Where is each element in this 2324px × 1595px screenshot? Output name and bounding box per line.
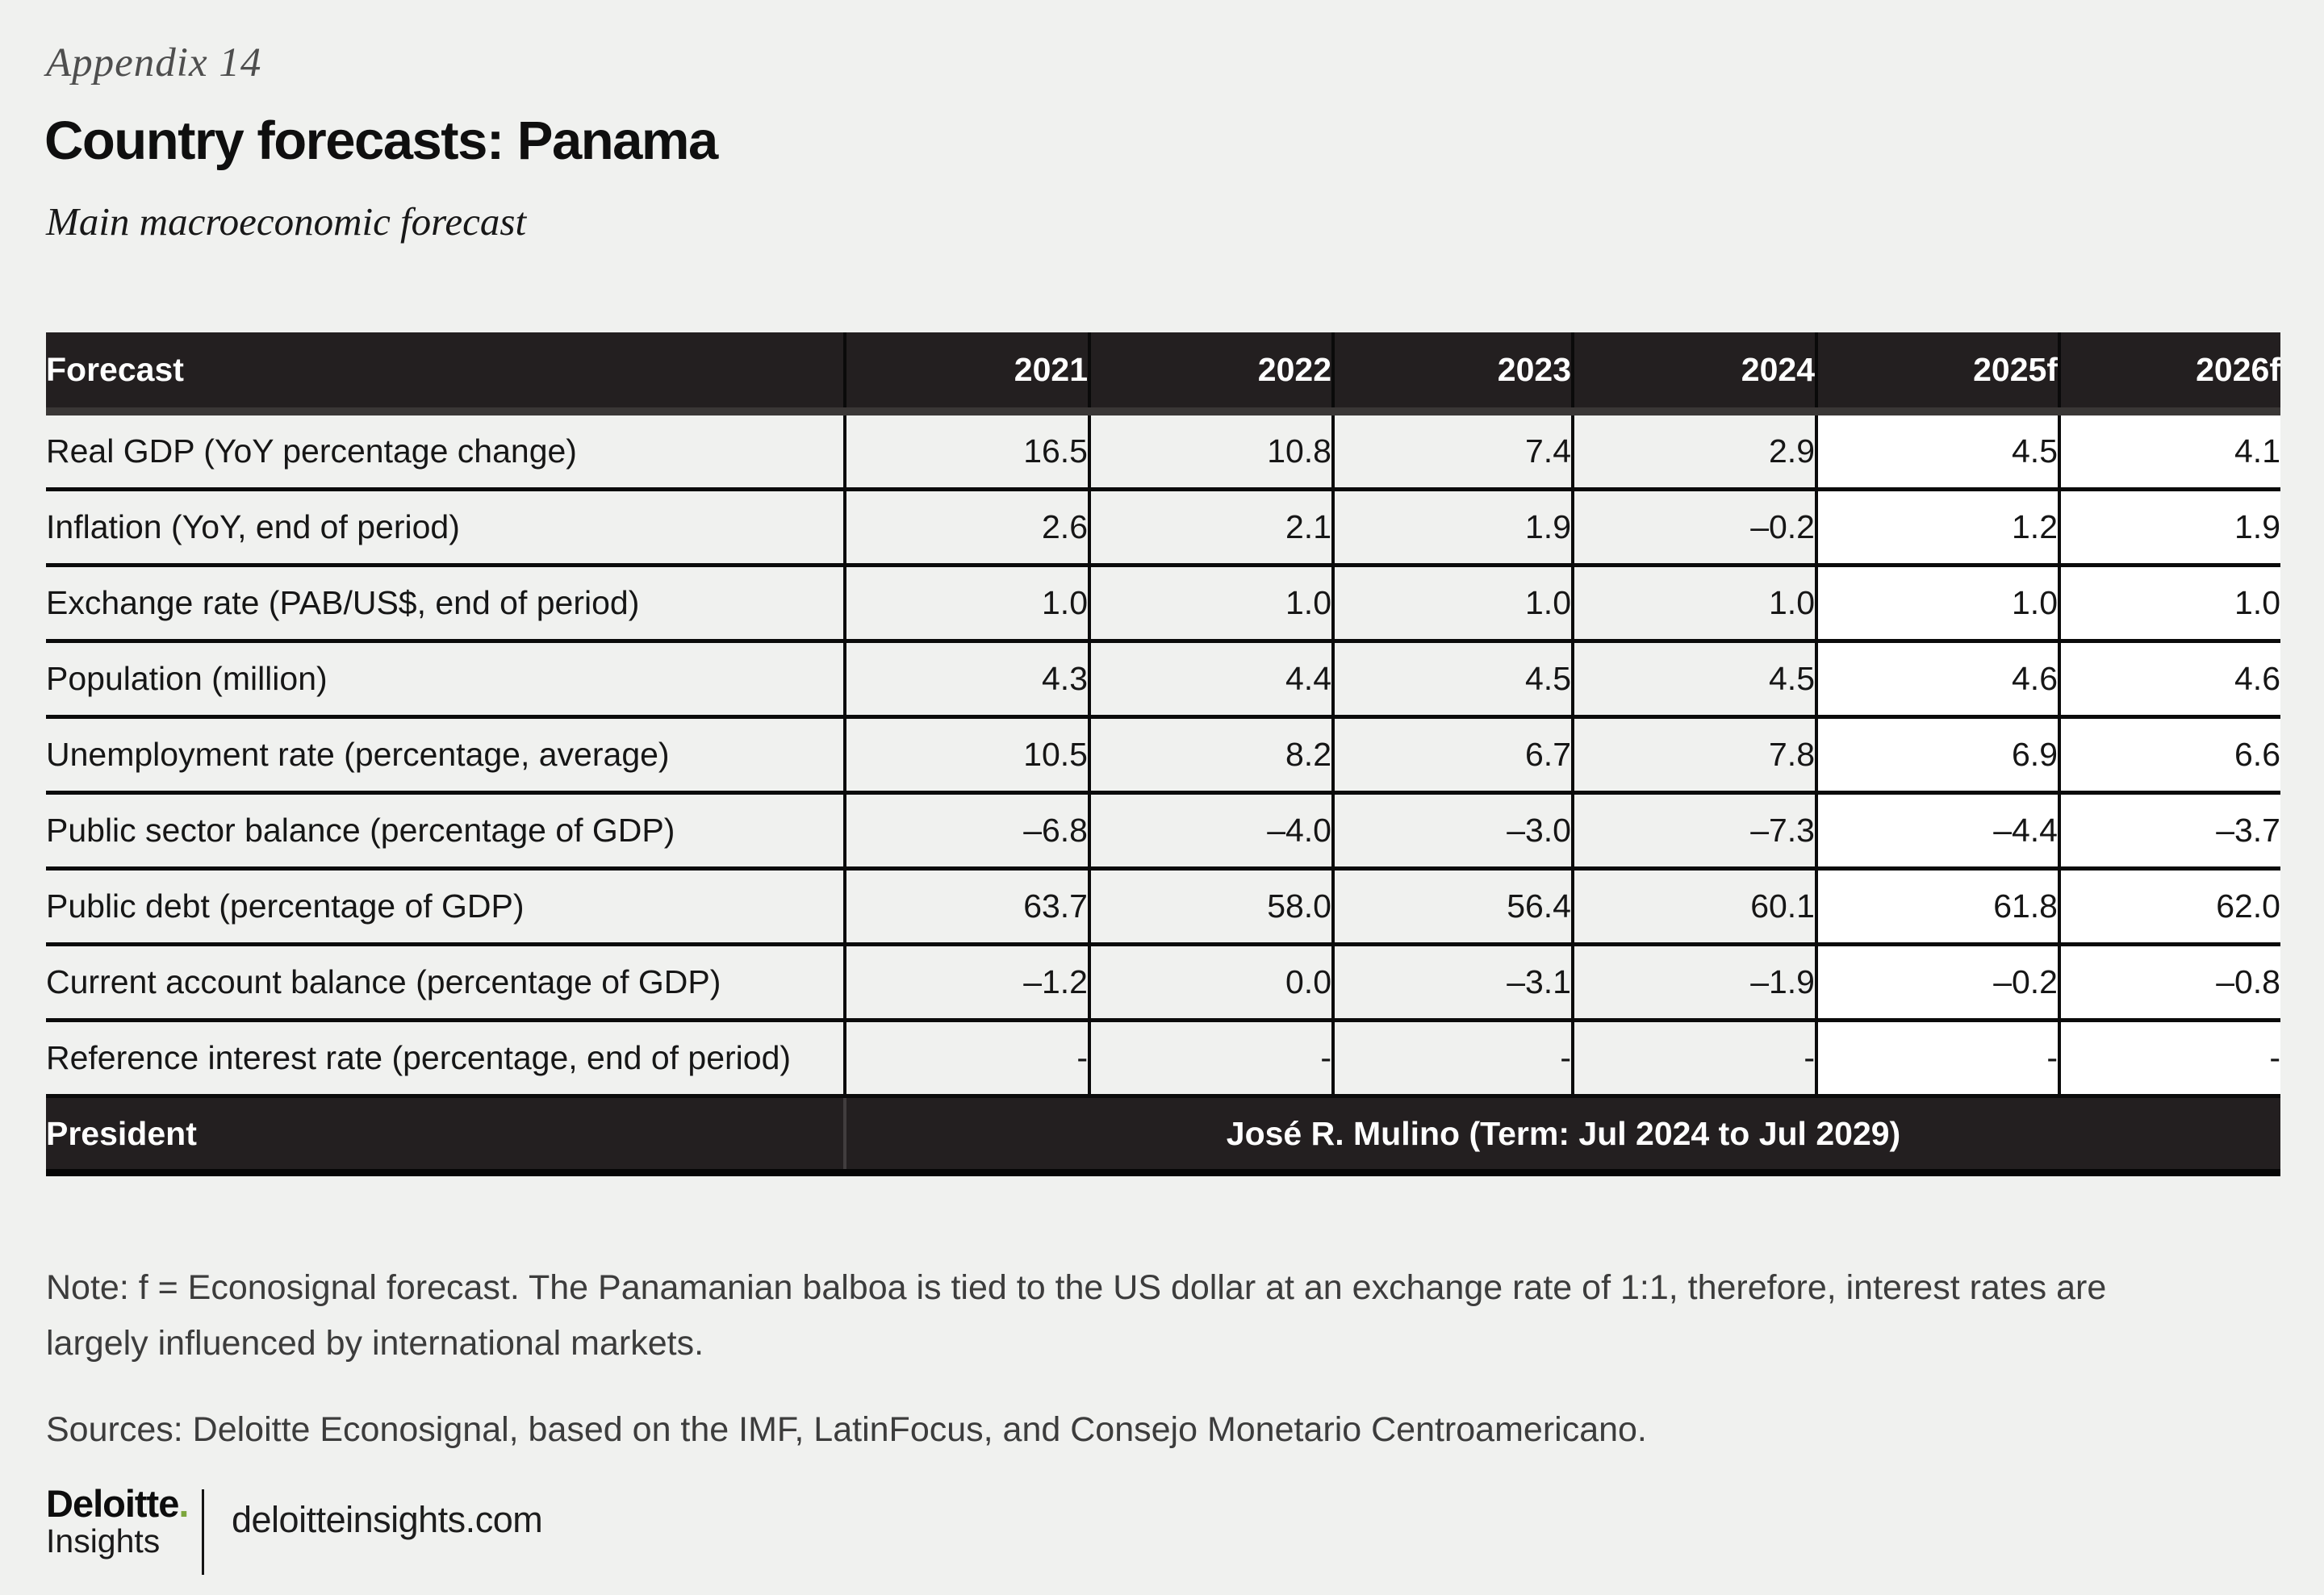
cell-value: 7.4 [1331,411,1573,491]
cell-value: 0.0 [1088,944,1333,1022]
cell-value-forecast: 1.9 [2058,489,2280,567]
cell-value: 10.5 [843,716,1089,795]
table-row: Reference interest rate (percentage, end… [46,1020,2280,1098]
page-subtitle: Main macroeconomic forecast [46,199,527,244]
cell-value: 6.7 [1331,716,1573,795]
cell-value: –6.8 [843,792,1089,871]
cell-value-forecast: 4.6 [1815,641,2059,719]
row-label: Population (million) [46,641,845,719]
cell-value: 10.8 [1088,411,1333,491]
cell-value: 4.3 [843,641,1089,719]
table-row: Inflation (YoY, end of period) 2.6 2.1 1… [46,489,2280,567]
cell-value-forecast: –0.2 [1815,944,2059,1022]
cell-value-forecast: –0.8 [2058,944,2280,1022]
cell-value: 16.5 [843,411,1089,491]
header-year-2024: 2024 [1571,332,1816,415]
cell-value-forecast: 62.0 [2058,868,2280,946]
cell-value: –3.0 [1331,792,1573,871]
cell-value: –7.3 [1571,792,1816,871]
cell-value: - [1331,1020,1573,1098]
cell-value: 58.0 [1088,868,1333,946]
header-forecast: Forecast [46,332,845,415]
cell-value: 2.1 [1088,489,1333,567]
cell-value: 4.5 [1331,641,1573,719]
table-row: Current account balance (percentage of G… [46,944,2280,1022]
table-row: Public sector balance (percentage of GDP… [46,792,2280,871]
header-year-2022: 2022 [1088,332,1333,415]
footer-brand-block: Deloitte. Insights [46,1482,189,1580]
row-label: Exchange rate (PAB/US$, end of period) [46,565,845,643]
cell-value-forecast: 1.0 [1815,565,2059,643]
row-label: Reference interest rate (percentage, end… [46,1020,845,1098]
green-dot-icon: . [178,1482,189,1525]
header-year-2021: 2021 [843,332,1089,415]
cell-value-forecast: –3.7 [2058,792,2280,871]
cell-value: - [1088,1020,1333,1098]
president-label: President [46,1096,845,1176]
row-label: Public debt (percentage of GDP) [46,868,845,946]
president-value: José R. Mulino (Term: Jul 2024 to Jul 20… [843,1096,2280,1176]
cell-value: –3.1 [1331,944,1573,1022]
forecast-table: Forecast 2021 2022 2023 2024 2025f 2026f… [46,332,2280,1176]
cell-value-forecast: 6.6 [2058,716,2280,795]
cell-value: –1.2 [843,944,1089,1022]
table-row: Exchange rate (PAB/US$, end of period) 1… [46,565,2280,643]
cell-value: 60.1 [1571,868,1816,946]
row-label: Real GDP (YoY percentage change) [46,411,845,491]
table-row: Real GDP (YoY percentage change) 16.5 10… [46,411,2280,491]
cell-value: –1.9 [1571,944,1816,1022]
cell-value-forecast: 4.1 [2058,411,2280,491]
president-row: President José R. Mulino (Term: Jul 2024… [46,1096,2280,1176]
cell-value: - [843,1020,1089,1098]
cell-value: –0.2 [1571,489,1816,567]
cell-value-forecast: –4.4 [1815,792,2059,871]
cell-value-forecast: 1.0 [2058,565,2280,643]
cell-value: 56.4 [1331,868,1573,946]
row-label: Unemployment rate (percentage, average) [46,716,845,795]
cell-value: 1.0 [1571,565,1816,643]
table-row: Population (million) 4.3 4.4 4.5 4.5 4.6… [46,641,2280,719]
header-year-2023: 2023 [1331,332,1573,415]
cell-value-forecast: 1.2 [1815,489,2059,567]
table-row: Unemployment rate (percentage, average) … [46,716,2280,795]
cell-value-forecast: 4.6 [2058,641,2280,719]
cell-value: 1.0 [1331,565,1573,643]
sources-text: Sources: Deloitte Econosignal, based on … [46,1410,1647,1449]
cell-value: –4.0 [1088,792,1333,871]
cell-value: 1.0 [843,565,1089,643]
deloitte-insights-label: Insights [46,1522,161,1560]
cell-value: 63.7 [843,868,1089,946]
row-label: Public sector balance (percentage of GDP… [46,792,845,871]
cell-value-forecast: 4.5 [1815,411,2059,491]
footer-divider [202,1489,204,1575]
deloitte-logo: Deloitte. [46,1482,189,1525]
page-title: Country forecasts: Panama [44,111,718,171]
cell-value: 8.2 [1088,716,1333,795]
row-label: Current account balance (percentage of G… [46,944,845,1022]
note-text: Note: f = Econosignal forecast. The Pana… [46,1268,2107,1363]
cell-value: 4.4 [1088,641,1333,719]
row-label: Inflation (YoY, end of period) [46,489,845,567]
table-header-row: Forecast 2021 2022 2023 2024 2025f 2026f [46,332,2280,415]
cell-value: 1.0 [1088,565,1333,643]
footer-site-link[interactable]: deloitteinsights.com [232,1499,543,1540]
cell-value: 2.9 [1571,411,1816,491]
cell-value: - [1571,1020,1816,1098]
cell-value: 7.8 [1571,716,1816,795]
cell-value: 1.9 [1331,489,1573,567]
cell-value-forecast: - [2058,1020,2280,1098]
header-year-2025f: 2025f [1815,332,2059,415]
cell-value-forecast: 6.9 [1815,716,2059,795]
appendix-label: Appendix 14 [46,40,262,86]
cell-value-forecast: - [1815,1020,2059,1098]
cell-value-forecast: 61.8 [1815,868,2059,946]
table-row: Public debt (percentage of GDP) 63.7 58.… [46,868,2280,946]
cell-value: 2.6 [843,489,1089,567]
cell-value: 4.5 [1571,641,1816,719]
header-year-2026f: 2026f [2058,332,2280,415]
